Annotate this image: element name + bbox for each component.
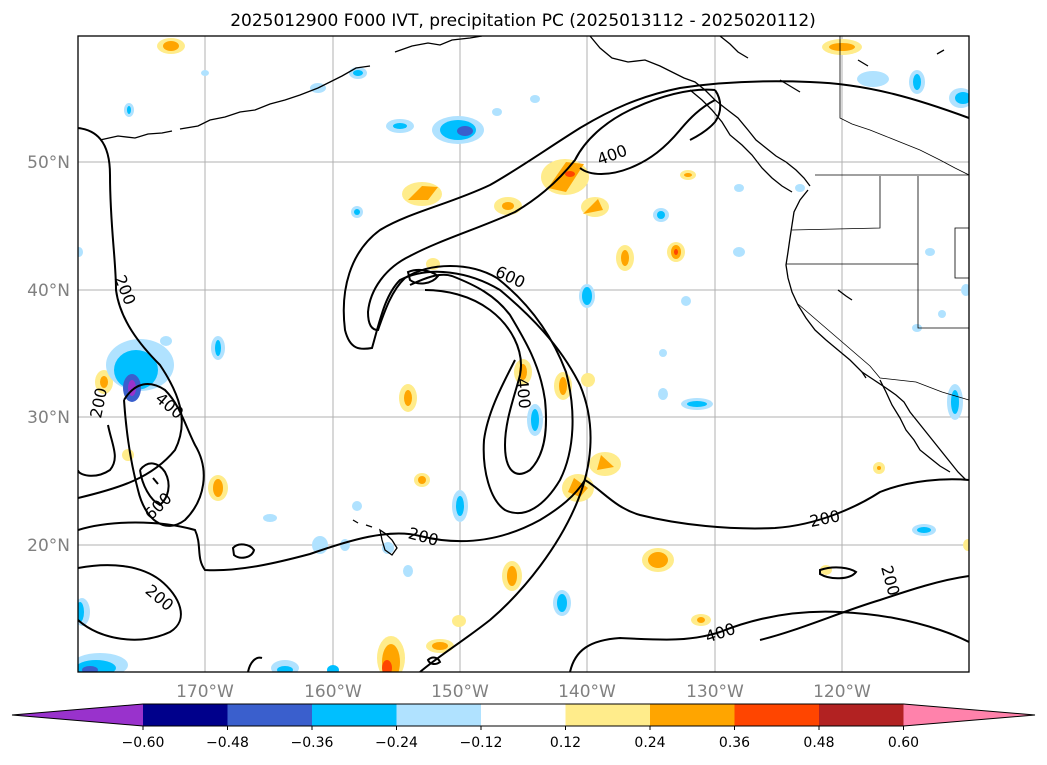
lon-label: 130°W [686,682,744,702]
colorbar-segment [312,704,397,726]
lat-label: 30°N [27,408,70,428]
colorbar-tick-label: −0.48 [206,735,249,751]
lon-label: 150°W [431,682,489,702]
negative-anomalies [78,67,969,672]
colorbar-segment [819,704,904,726]
map-frame [77,35,970,673]
colorbar-extend-low [12,704,143,726]
colorbar-segment [481,704,566,726]
lat-label: 40°N [27,281,70,301]
colorbar-tick-label: 0.24 [634,735,665,751]
colorbar-segment [396,704,482,726]
colorbar-tick-label: −0.12 [460,735,503,751]
colorbar-tick-label: 0.60 [888,735,919,751]
colorbar-segment [650,704,735,726]
colorbar: −0.60 −0.48 −0.36 −0.24 −0.12 0.12 0.24 0.36 0.4… [11,703,1036,751]
colorbar-tick-label: 0.36 [719,735,750,751]
colorbar-tick-label: 0.12 [550,735,581,751]
map-area [78,36,969,672]
colorbar-tick-label: −0.36 [291,735,334,751]
colorbar-segment [734,704,820,726]
lon-label: 160°W [304,682,362,702]
longitude-labels: 170°W 160°W 150°W 140°W 130°W 120°W [176,682,871,702]
lon-label: 140°W [558,682,616,702]
colorbar-segment [227,704,313,726]
colorbar-segment [143,704,228,726]
political-borders [786,36,969,401]
colorbar-tick-label: −0.60 [122,735,165,751]
colorbar-extend-high [903,704,1035,726]
lat-label: 20°N [27,536,70,556]
lon-label: 170°W [176,682,234,702]
latitude-labels: 50°N 40°N 30°N 20°N [27,153,70,556]
precip-anomaly-shading [78,38,969,672]
figure-title: 2025012900 F000 IVT, precipitation PC (2… [230,11,816,31]
lon-label: 120°W [813,682,871,702]
coastlines [99,36,967,556]
ivt-contours [78,80,969,672]
colorbar-tick-label: −0.24 [375,735,418,751]
contour-label: 400 [513,377,535,409]
colorbar-tick-label: 0.48 [803,735,834,751]
lat-label: 50°N [27,153,70,173]
colorbar-segment [565,704,651,726]
